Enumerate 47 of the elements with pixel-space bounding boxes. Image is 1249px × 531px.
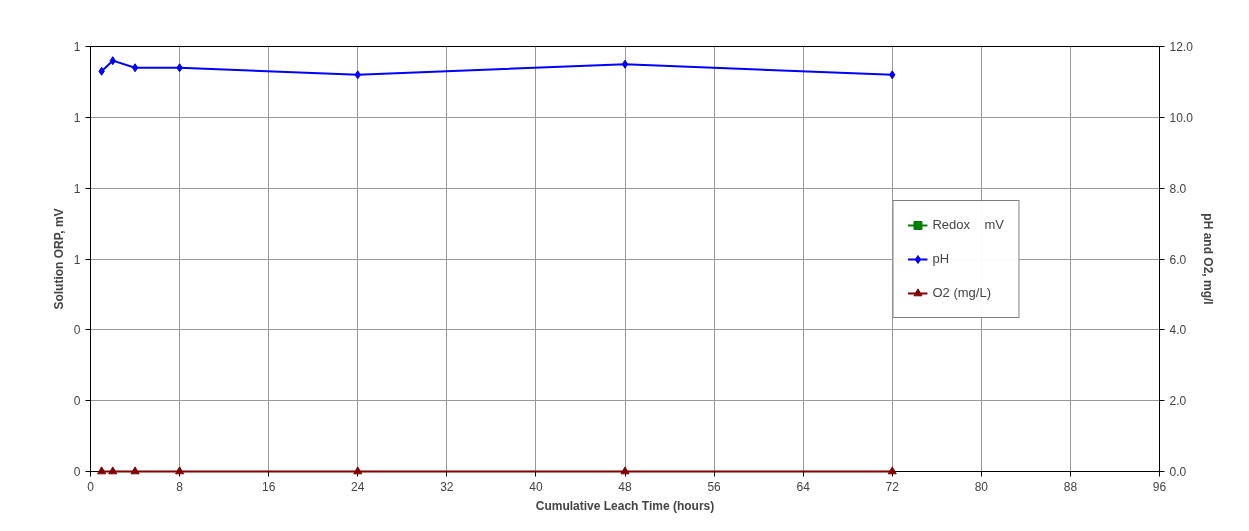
y2-tick-label: 8.0 <box>1169 181 1187 196</box>
y2-tick-label: 2.0 <box>1169 394 1187 409</box>
point <box>109 56 116 66</box>
x-tick-label: 88 <box>1063 479 1078 494</box>
point <box>97 466 107 475</box>
x-tick-label: 48 <box>618 479 632 494</box>
y-tick-label: 0 <box>73 323 81 338</box>
y-tick-label: 1 <box>73 252 81 267</box>
x-axis-title: Cumulative Leach Time (hours) <box>535 498 715 513</box>
y2-tick-label: 6.0 <box>1169 252 1187 267</box>
y-axis-title: Solution ORP, mV <box>51 208 66 310</box>
point <box>98 66 105 76</box>
point <box>887 466 897 475</box>
y2-tick-label: 10.0 <box>1169 110 1194 125</box>
y-tick-label: 1 <box>73 181 81 196</box>
x-tick-label: 16 <box>261 479 276 494</box>
point <box>108 466 118 475</box>
point <box>889 70 896 80</box>
x-tick-label: 0 <box>87 479 95 494</box>
x-tick-label: 64 <box>796 479 811 494</box>
point <box>130 466 140 475</box>
legend-label: O2 (mg/L) <box>932 285 991 300</box>
x-tick-label: 80 <box>974 479 989 494</box>
legend-label: Redox mV <box>932 217 1004 232</box>
y2-axis-title: pH and O2, mg/l <box>1200 213 1215 305</box>
x-tick-label: 96 <box>1152 479 1167 494</box>
x-tick-label: 24 <box>351 479 365 494</box>
y-tick-label: 1 <box>73 40 81 54</box>
point <box>353 466 363 475</box>
y-tick-label: 0 <box>73 394 81 409</box>
point <box>354 70 361 80</box>
x-tick-label: 72 <box>885 479 900 494</box>
x-tick-label: 32 <box>440 479 454 494</box>
x-tick-label: 56 <box>707 479 722 494</box>
point <box>621 59 629 69</box>
point <box>176 63 183 73</box>
legend-label: pH <box>932 251 951 266</box>
x-tick-label: 40 <box>529 479 543 494</box>
point <box>131 63 139 73</box>
x-tick-label: 8 <box>176 479 184 494</box>
y-tick-label: 1 <box>73 110 81 125</box>
y2-tick-label: 0.0 <box>1169 465 1187 479</box>
y2-tick-label: 4.0 <box>1169 323 1187 338</box>
y2-tick-label: 12.0 <box>1169 40 1194 54</box>
y-tick-label: 0 <box>73 465 81 479</box>
point <box>175 466 185 475</box>
point <box>620 466 630 475</box>
